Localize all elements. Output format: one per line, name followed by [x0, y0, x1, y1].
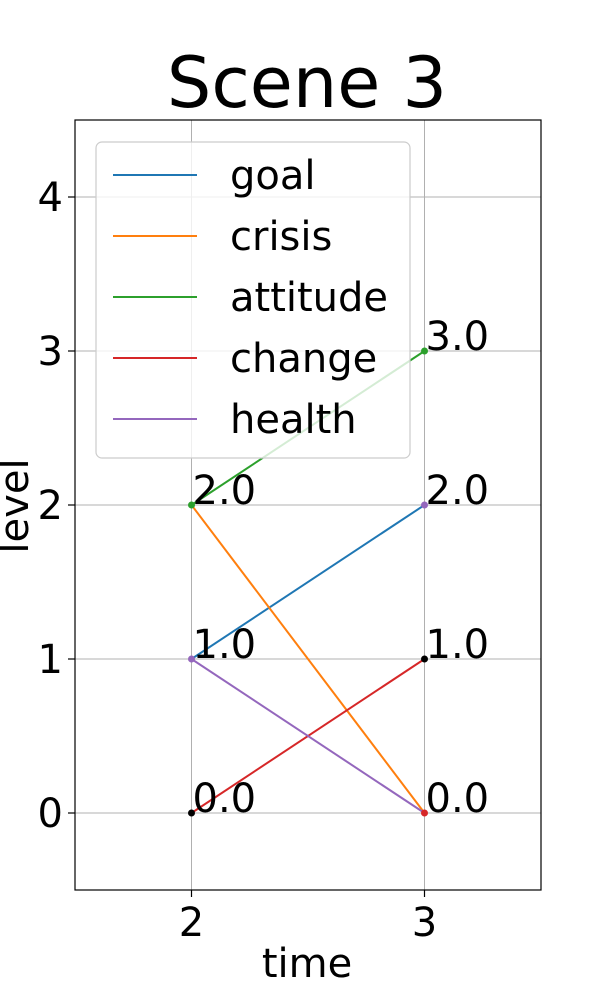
point-value-label: 2.0 [426, 468, 490, 514]
y-tick-label: 1 [38, 637, 63, 683]
y-tick-label: 3 [38, 329, 63, 375]
axis-ticks: 2 3 0 1 2 3 4 [38, 175, 438, 946]
legend-label-attitude: attitude [230, 275, 388, 321]
legend-label-crisis: crisis [230, 214, 332, 260]
y-tick-label: 0 [38, 791, 63, 837]
data-point [421, 501, 428, 509]
point-value-label: 0.0 [193, 776, 257, 822]
legend-label-health: health [230, 397, 357, 443]
legend-box [95, 141, 411, 459]
data-point [421, 347, 428, 355]
point-value-label: 0.0 [426, 776, 490, 822]
y-axis-label: level [0, 458, 38, 553]
series-line-goal [190, 504, 426, 660]
point-labels: 2.0 1.0 0.0 3.0 2.0 1.0 0.0 [193, 314, 490, 822]
y-tick-label: 4 [38, 175, 63, 221]
legend-label-goal: goal [230, 153, 316, 199]
data-points [188, 347, 428, 817]
point-value-label: 1.0 [426, 622, 490, 668]
legend: goal crisis attitude change health [95, 141, 411, 459]
legend-label-change: change [230, 336, 377, 382]
y-tick-label: 2 [38, 483, 63, 529]
data-point [188, 809, 195, 817]
data-point [188, 655, 195, 663]
x-tick-label: 3 [412, 900, 437, 946]
point-value-label: 1.0 [193, 622, 257, 668]
data-point [421, 655, 428, 663]
x-axis-label: time [262, 941, 352, 987]
data-point [188, 501, 195, 509]
series-line-crisis [190, 504, 426, 814]
x-tick-label: 2 [179, 900, 204, 946]
series-line-health [190, 658, 426, 814]
point-value-label: 3.0 [426, 314, 490, 360]
point-value-label: 2.0 [193, 468, 257, 514]
data-point [421, 809, 428, 817]
chart-title: Scene 3 [167, 42, 447, 124]
